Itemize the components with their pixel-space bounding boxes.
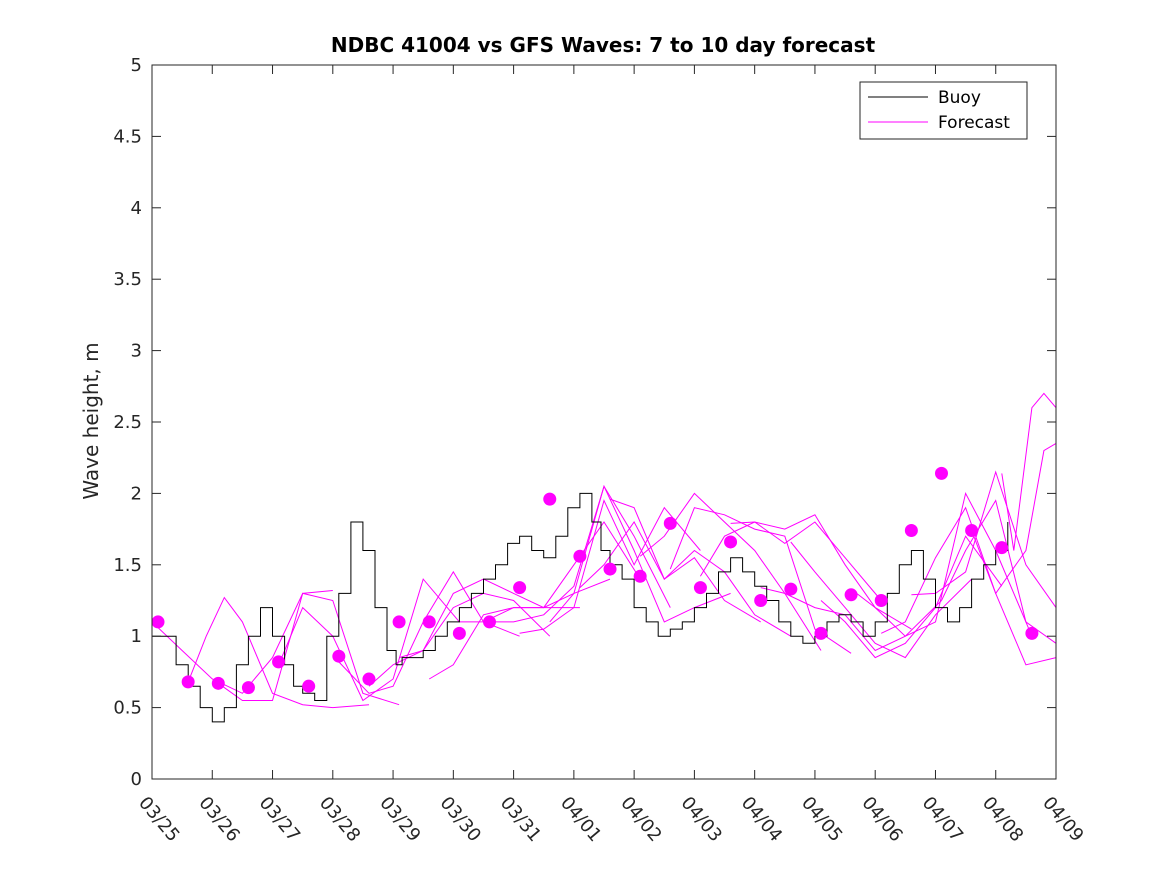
forecast-point — [995, 541, 1009, 555]
forecast-line — [911, 470, 1057, 608]
x-tick-label: 04/06 — [857, 793, 906, 846]
forecast-point — [543, 492, 557, 506]
forecast-point — [422, 615, 436, 629]
forecast-point — [362, 672, 376, 686]
x-tick-label: 03/31 — [496, 793, 545, 846]
legend-box — [859, 81, 1028, 140]
forecast-line — [187, 596, 370, 709]
forecast-points — [151, 466, 1039, 695]
forecast-line — [368, 592, 551, 687]
y-tick-label: 0.5 — [113, 698, 142, 719]
forecast-point — [874, 594, 888, 607]
forecast-line — [609, 498, 792, 637]
y-axis-label: Wave height, m — [79, 342, 103, 499]
x-tick-label: 04/02 — [616, 793, 665, 846]
forecast-line — [790, 541, 972, 659]
legend-buoy-label: Buoy — [938, 88, 981, 108]
forecast-point — [151, 615, 165, 629]
forecast-point — [272, 655, 286, 669]
forecast-point — [844, 588, 858, 602]
forecast-line — [820, 535, 1003, 659]
forecast-point — [904, 524, 918, 538]
x-tick-label: 04/04 — [737, 793, 786, 846]
x-tick-label: 04/07 — [918, 793, 967, 846]
x-tick-label: 03/29 — [375, 793, 424, 846]
forecast-line — [669, 507, 852, 654]
forecast-line — [1001, 392, 1057, 551]
forecast-point — [302, 679, 316, 693]
y-axis: 0 0.5 1 1.5 2 2.5 3 3.5 4 4.5 5 — [113, 55, 1056, 790]
x-tick-label: 03/26 — [194, 793, 243, 846]
forecast-point — [633, 569, 647, 583]
forecast-point — [784, 582, 798, 596]
y-tick-label: 4 — [131, 198, 142, 219]
forecast-line — [218, 592, 400, 706]
forecast-point — [754, 594, 768, 607]
forecast-point — [573, 549, 587, 563]
forecast-point — [482, 615, 496, 629]
forecast-point — [181, 675, 195, 689]
x-tick-label: 03/25 — [134, 793, 183, 846]
forecast-line — [519, 499, 701, 634]
forecast-point — [814, 626, 828, 640]
forecast-point — [332, 649, 346, 663]
forecast-line — [489, 485, 671, 623]
y-tick-label: 3 — [131, 341, 142, 362]
forecast-point — [1025, 626, 1039, 640]
forecast-point — [663, 516, 677, 530]
forecast-point — [693, 581, 707, 595]
y-tick-label: 3.5 — [113, 269, 142, 290]
y-tick-label: 0 — [131, 769, 142, 790]
forecast-point — [211, 676, 225, 690]
forecast-line — [971, 442, 1057, 595]
x-tick-label: 03/30 — [436, 793, 485, 846]
x-tick-label: 04/01 — [556, 793, 605, 846]
forecast-point — [965, 524, 979, 538]
y-tick-label: 2 — [131, 483, 142, 504]
plot-background — [152, 65, 1056, 779]
plot-area — [151, 64, 1057, 780]
x-tick-label: 04/03 — [677, 793, 726, 846]
y-tick-label: 1 — [131, 626, 142, 647]
x-tick-label: 04/05 — [797, 793, 846, 846]
forecast-line — [880, 506, 1057, 666]
forecast-point — [241, 681, 255, 695]
forecast-point — [513, 581, 527, 595]
forecast-point — [934, 466, 948, 480]
forecast-point — [452, 626, 466, 640]
forecast-line — [699, 521, 882, 601]
forecast-point — [392, 615, 406, 629]
chart-title: NDBC 41004 vs GFS Waves: 7 to 10 day for… — [331, 33, 876, 57]
legend-forecast-label: Forecast — [938, 113, 1010, 133]
y-tick-label: 1.5 — [113, 555, 142, 576]
x-tick-label: 03/27 — [255, 793, 304, 846]
y-tick-label: 2.5 — [113, 412, 142, 433]
y-tick-label: 5 — [131, 55, 142, 76]
x-tick-label: 04/09 — [1038, 793, 1087, 846]
forecast-line — [278, 578, 460, 702]
x-tick-label: 04/08 — [978, 793, 1027, 846]
forecast-point — [724, 535, 738, 549]
legend: Buoy Forecast — [859, 81, 1028, 140]
x-tick-label: 03/28 — [315, 793, 364, 846]
y-tick-label: 4.5 — [113, 126, 142, 147]
forecast-point — [603, 562, 617, 576]
